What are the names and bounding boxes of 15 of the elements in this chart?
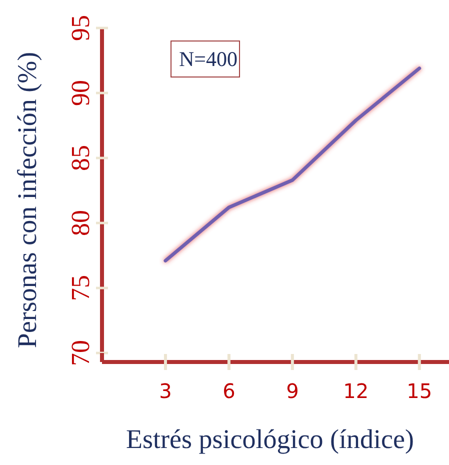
y-tick-label: 90 — [66, 80, 96, 106]
y-tick-label: 75 — [66, 275, 96, 301]
y-tick-label: 80 — [66, 210, 96, 236]
x-tick-label: 9 — [286, 379, 299, 404]
y-tick-label: 85 — [66, 145, 96, 171]
y-tick-label: 95 — [66, 15, 96, 41]
y-axis-title: Personas con infección (%) — [12, 52, 42, 348]
x-tick-label: 15 — [406, 379, 432, 404]
line-series — [164, 66, 422, 262]
x-tick-label: 12 — [343, 379, 369, 404]
y-tick-label: 70 — [66, 340, 96, 366]
x-axis-title: Estrés psicológico (índice) — [126, 424, 414, 454]
x-tick-label: 3 — [159, 379, 172, 404]
annotation: N=400 — [179, 47, 238, 71]
x-tick-label: 6 — [222, 379, 236, 404]
